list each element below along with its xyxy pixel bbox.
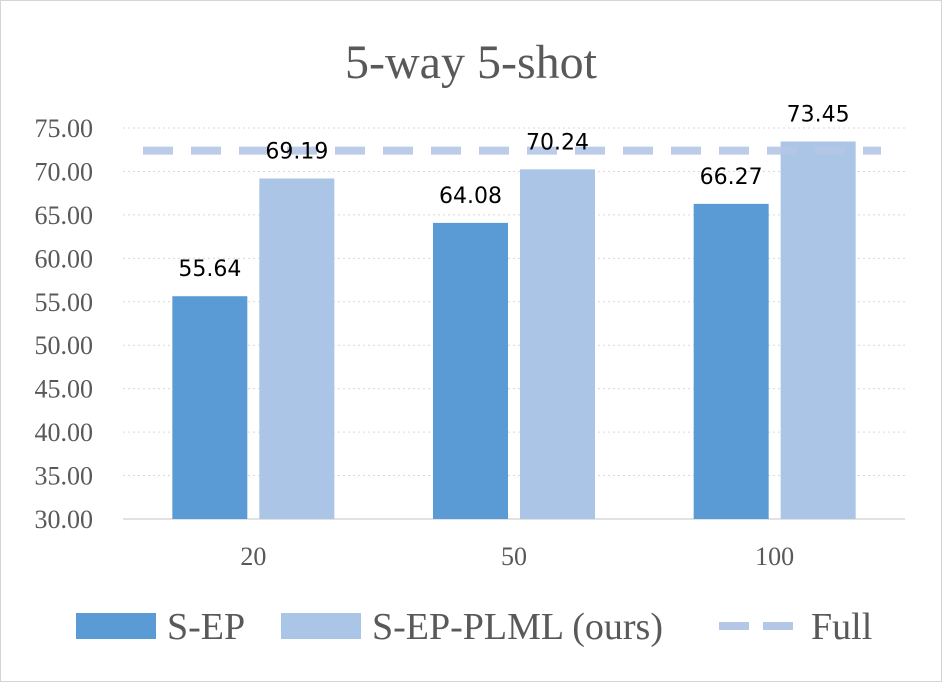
data-label: 69.19 [265, 139, 328, 164]
y-tick-label: 55.00 [35, 288, 94, 317]
x-tick-label: 50 [501, 542, 527, 571]
y-tick-label: 35.00 [35, 462, 94, 491]
data-label: 64.08 [439, 184, 502, 209]
bar-s-ep-100 [693, 203, 769, 519]
legend-label-s-ep-plml: S-EP-PLML (ours) [372, 606, 663, 648]
bar-s-ep-plml-20 [259, 178, 335, 520]
legend-label-s-ep: S-EP [167, 606, 245, 648]
data-label: 70.24 [526, 130, 589, 155]
legend-swatch-s-ep [76, 613, 156, 639]
y-tick-label: 75.00 [35, 114, 94, 143]
x-tick-label: 100 [755, 542, 794, 571]
data-label: 66.27 [700, 165, 763, 190]
y-tick-label: 40.00 [35, 418, 94, 447]
data-labels: 55.64 69.19 64.08 70.24 66.27 73.45 [178, 102, 849, 282]
legend: S-EP S-EP-PLML (ours) Full [76, 606, 872, 648]
legend-label-full: Full [811, 606, 872, 648]
bar-s-ep-plml-100 [780, 141, 856, 519]
x-axis-ticks: 20 50 100 [240, 542, 794, 571]
y-tick-label: 30.00 [35, 505, 94, 534]
gridlines [123, 127, 905, 520]
data-label: 73.45 [787, 102, 850, 127]
y-tick-label: 45.00 [35, 375, 94, 404]
bar-s-ep-plml-50 [520, 169, 595, 519]
y-tick-label: 60.00 [35, 244, 94, 273]
y-tick-label: 65.00 [35, 201, 94, 230]
x-tick-label: 20 [240, 542, 266, 571]
bar-s-ep-50 [433, 222, 508, 519]
bar-s-ep-20 [172, 296, 248, 519]
chart-title: 5-way 5-shot [345, 36, 598, 89]
y-tick-label: 70.00 [35, 157, 94, 186]
y-axis-ticks: 30.00 35.00 40.00 45.00 50.00 55.00 60.00 65.00… [35, 114, 94, 534]
legend-swatch-s-ep-plml [281, 613, 361, 639]
data-label: 55.64 [178, 257, 241, 282]
y-tick-label: 50.00 [35, 331, 94, 360]
bars [172, 141, 856, 520]
